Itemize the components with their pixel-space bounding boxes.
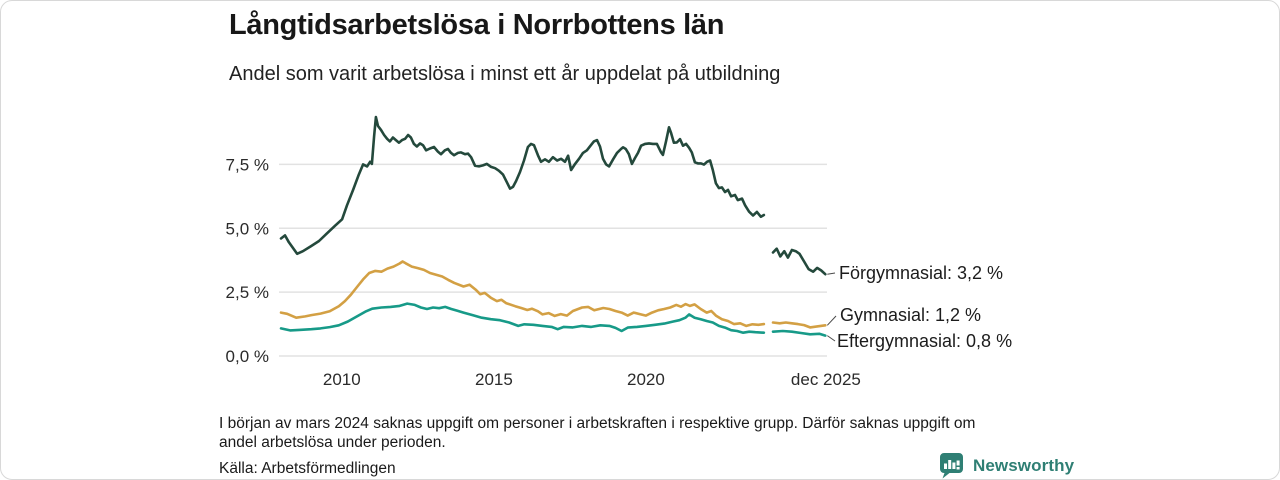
y-tick-label: 5,0 % [226,219,269,238]
newsworthy-wordmark: Newsworthy [973,455,1075,475]
newsworthy-brand: Newsworthy [939,452,1074,479]
x-tick-label: 2010 [323,370,361,389]
y-tick-label: 2,5 % [226,283,269,302]
y-tick-label: 0,0 % [226,347,269,366]
series-label-eftergymnasial: Eftergymnasial: 0,8 % [837,331,1013,351]
footnote-line-2: andel arbetslösa under perioden. [219,434,446,451]
series-label-connector [827,272,836,275]
x-tick-label: dec 2025 [791,370,861,389]
x-tick-label: 2015 [475,370,513,389]
y-tick-label: 7,5 % [226,155,269,174]
source-credit: Källa: Arbetsförmedlingen [219,460,396,477]
series-line-gymnasial [279,260,766,328]
series-label-forgymnasial: Förgymnasial: 3,2 % [839,263,1004,283]
series-label-connector [827,335,836,342]
footnote: I början av mars 2024 saknas uppgift om … [219,414,975,452]
series-line-eftergymnasial [279,302,766,334]
newsworthy-logo-icon [940,453,963,479]
series-line-gymnasial [771,321,827,329]
footnote-line-1: I början av mars 2024 saknas uppgift om … [219,415,976,432]
x-tick-label: 2020 [627,370,665,389]
series-label-connector [826,315,837,326]
series-line-forgymnasial [279,115,766,256]
chart-title: Långtidsarbetslösa i Norrbottens län [229,9,725,41]
series-line-eftergymnasial [771,329,827,337]
chart-subtitle: Andel som varit arbetslösa i minst ett å… [229,63,781,85]
series-line-forgymnasial [771,247,827,276]
series-label-gymnasial: Gymnasial: 1,2 % [840,305,982,325]
